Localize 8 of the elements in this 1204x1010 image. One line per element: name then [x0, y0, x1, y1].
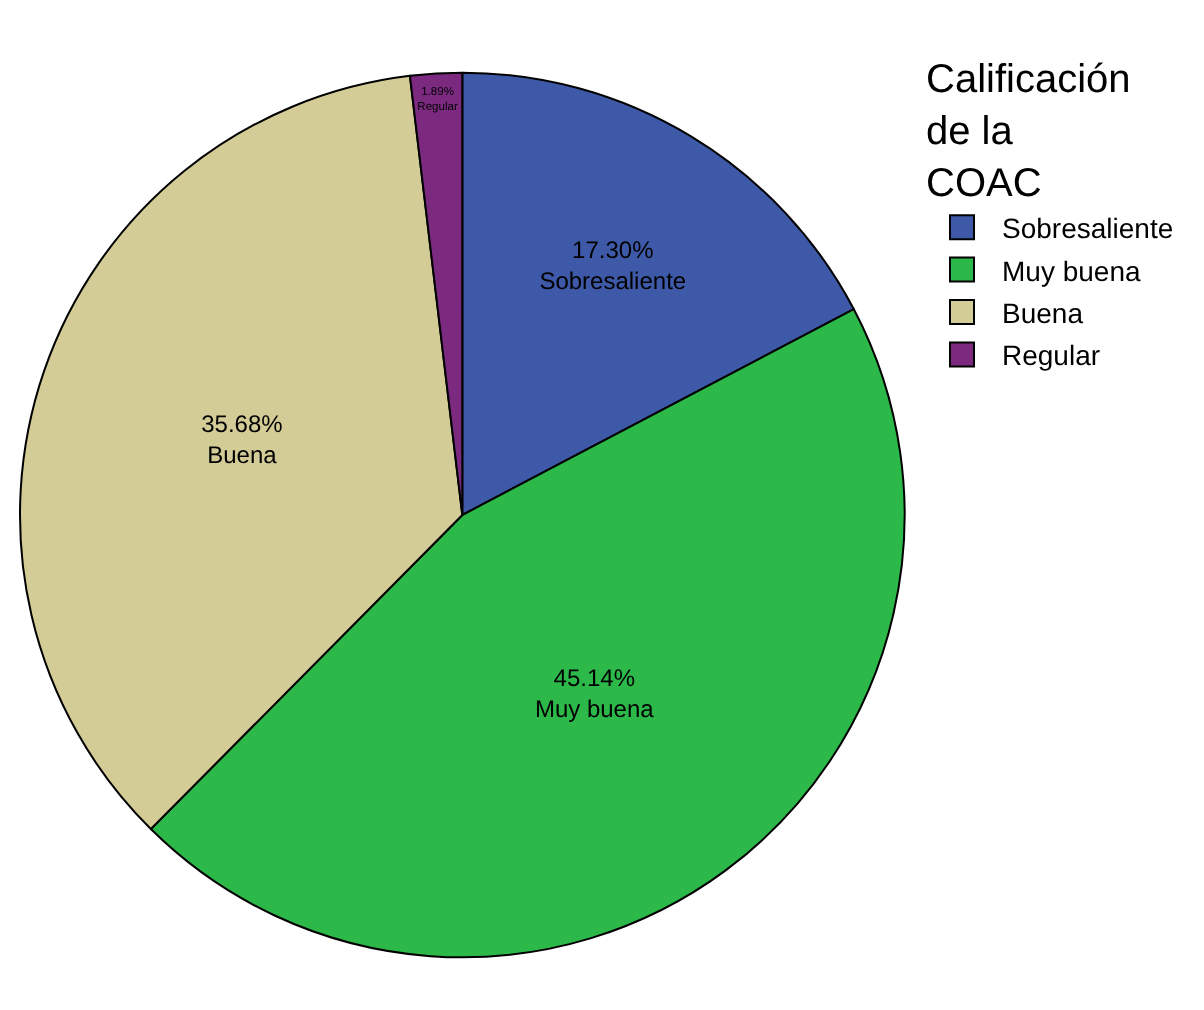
legend-label: Sobresaliente [1002, 212, 1174, 245]
data-label: 45.14% Muy buena [534, 664, 655, 724]
legend-label: Muy buena [1002, 254, 1141, 287]
data-label: 35.68% Buena [201, 409, 284, 469]
legend-label: Regular [1002, 339, 1101, 372]
legend-label: Buena [1002, 296, 1084, 329]
legend-title: Calificación de la COAC [926, 58, 1131, 206]
data-label: 17.30% Sobresaliente [539, 235, 687, 296]
